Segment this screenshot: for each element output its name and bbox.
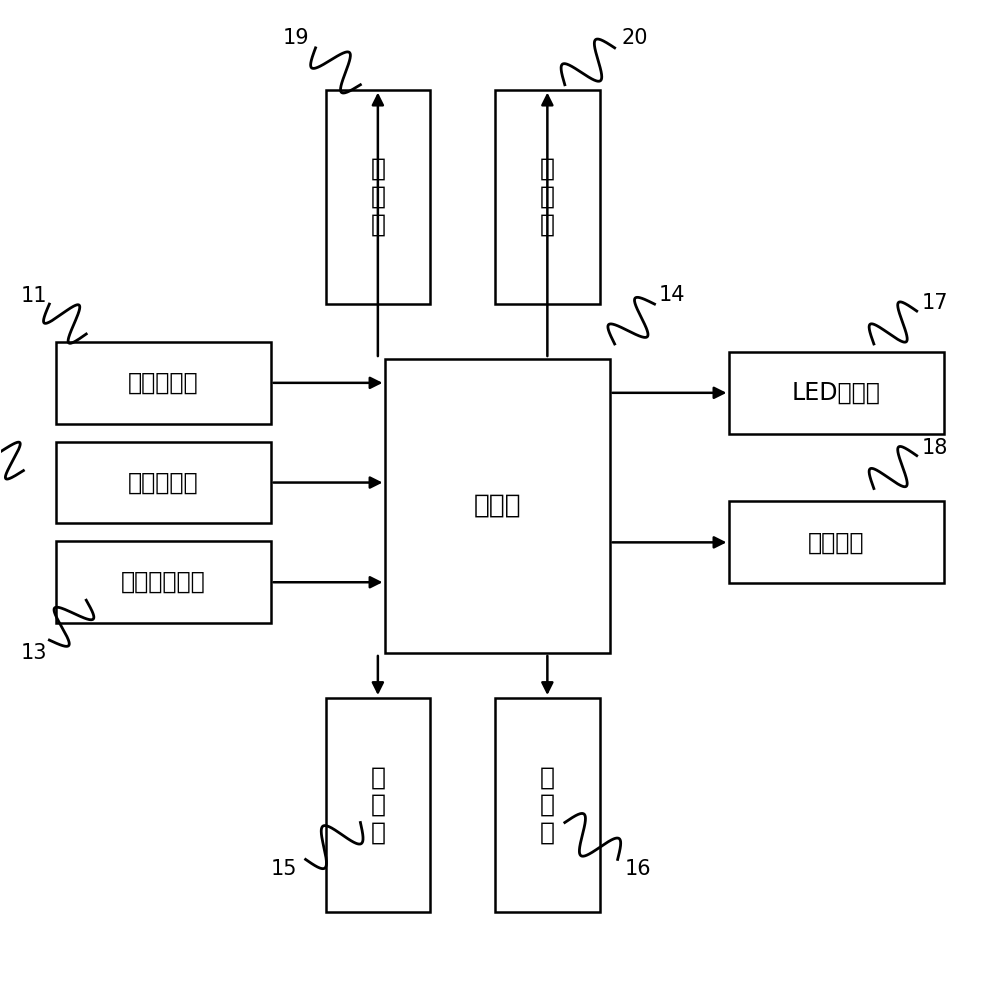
Text: 角度传感器: 角度传感器 <box>128 471 199 495</box>
Bar <box>385 359 610 653</box>
Text: LED指示灯: LED指示灯 <box>792 381 881 405</box>
Text: 报
警
器: 报 警 器 <box>540 766 555 844</box>
Text: 加速度传感器: 加速度传感器 <box>121 570 206 594</box>
Text: 显
示
器: 显 示 器 <box>370 158 385 236</box>
Text: 控制器: 控制器 <box>474 493 521 519</box>
Text: 14: 14 <box>658 285 685 305</box>
Text: 16: 16 <box>624 859 651 879</box>
Bar <box>495 698 600 912</box>
Text: 17: 17 <box>921 293 948 313</box>
Text: 计
数
器: 计 数 器 <box>370 766 385 844</box>
Text: 位置传感器: 位置传感器 <box>128 371 199 395</box>
Text: 存
储
器: 存 储 器 <box>540 158 555 236</box>
Bar <box>729 352 944 434</box>
Text: 18: 18 <box>922 438 948 458</box>
Bar <box>729 501 944 583</box>
Text: 20: 20 <box>621 28 648 48</box>
Bar <box>56 541 271 623</box>
Text: 13: 13 <box>21 643 48 663</box>
Bar <box>326 698 430 912</box>
Bar <box>495 90 600 304</box>
Bar <box>56 442 271 523</box>
Text: 震动马达: 震动马达 <box>808 530 865 554</box>
Bar <box>326 90 430 304</box>
Text: 15: 15 <box>270 859 297 879</box>
Bar <box>56 342 271 424</box>
Text: 11: 11 <box>21 286 48 306</box>
Text: 19: 19 <box>282 28 309 48</box>
